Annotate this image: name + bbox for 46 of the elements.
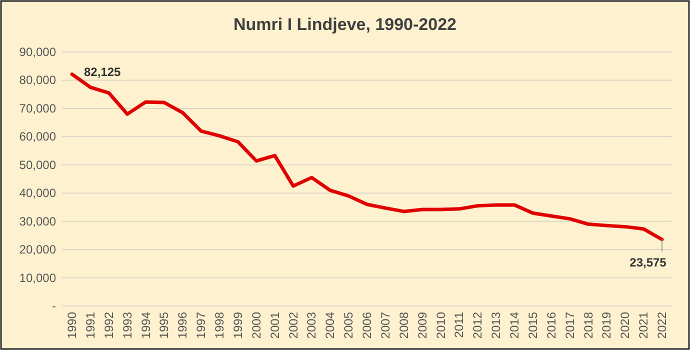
data-label: 23,575	[630, 255, 667, 270]
x-tick-label: 1996	[176, 312, 190, 339]
x-tick-label: 2000	[249, 312, 264, 339]
x-tick-label: 1990	[65, 312, 79, 339]
x-tick-label: 2021	[636, 312, 651, 339]
x-tick-label: 2005	[342, 312, 356, 339]
x-tick-label: 2016	[544, 312, 558, 339]
x-tick-label: 2009	[415, 312, 430, 339]
x-tick-label: 1991	[83, 312, 98, 339]
x-tick-label: 2012	[470, 312, 485, 339]
y-tick-label: 30,000	[19, 214, 56, 228]
y-tick-label: 70,000	[19, 101, 56, 116]
y-tick-label: 80,000	[19, 73, 56, 88]
data-label: 82,125	[84, 65, 122, 80]
y-tick-label: -	[52, 299, 56, 313]
x-tick-label: 1992	[102, 312, 116, 339]
x-tick-label: 1994	[138, 312, 153, 339]
x-tick-label: 1997	[194, 312, 208, 339]
y-tick-label: 20,000	[19, 242, 56, 257]
x-tick-label: 1993	[120, 312, 134, 339]
x-tick-label: 2018	[581, 312, 596, 339]
y-tick-label: 60,000	[19, 130, 56, 144]
x-tick-label: 1999	[230, 312, 245, 339]
x-tick-label: 2022	[655, 312, 669, 339]
x-tick-label: 2011	[452, 312, 466, 338]
x-tick-label: 2004	[323, 312, 338, 339]
x-tick-label: 1995	[157, 312, 172, 339]
x-tick-label: 1998	[212, 312, 226, 339]
x-tick-label: 2003	[304, 312, 319, 339]
x-tick-label: 2008	[396, 312, 411, 339]
chart-title: Numri I Lindjeve, 1990-2022	[234, 15, 456, 34]
x-tick-label: 2001	[268, 312, 282, 339]
x-tick-label: 2007	[378, 312, 392, 339]
y-tick-label: 10,000	[19, 270, 56, 285]
x-tick-label: 2017	[562, 312, 577, 339]
x-tick-label: 2015	[526, 312, 540, 339]
y-tick-label: 40,000	[19, 186, 56, 200]
x-tick-label: 2013	[489, 312, 504, 339]
y-tick-label: 50,000	[19, 158, 56, 172]
y-tick-label: 90,000	[19, 45, 56, 59]
x-tick-label: 2002	[286, 312, 300, 339]
x-tick-label: 2014	[508, 312, 522, 339]
x-tick-label: 2019	[600, 312, 614, 339]
x-tick-label: 2020	[618, 312, 632, 339]
x-tick-label: 2010	[434, 312, 448, 339]
x-tick-label: 2006	[360, 312, 374, 339]
